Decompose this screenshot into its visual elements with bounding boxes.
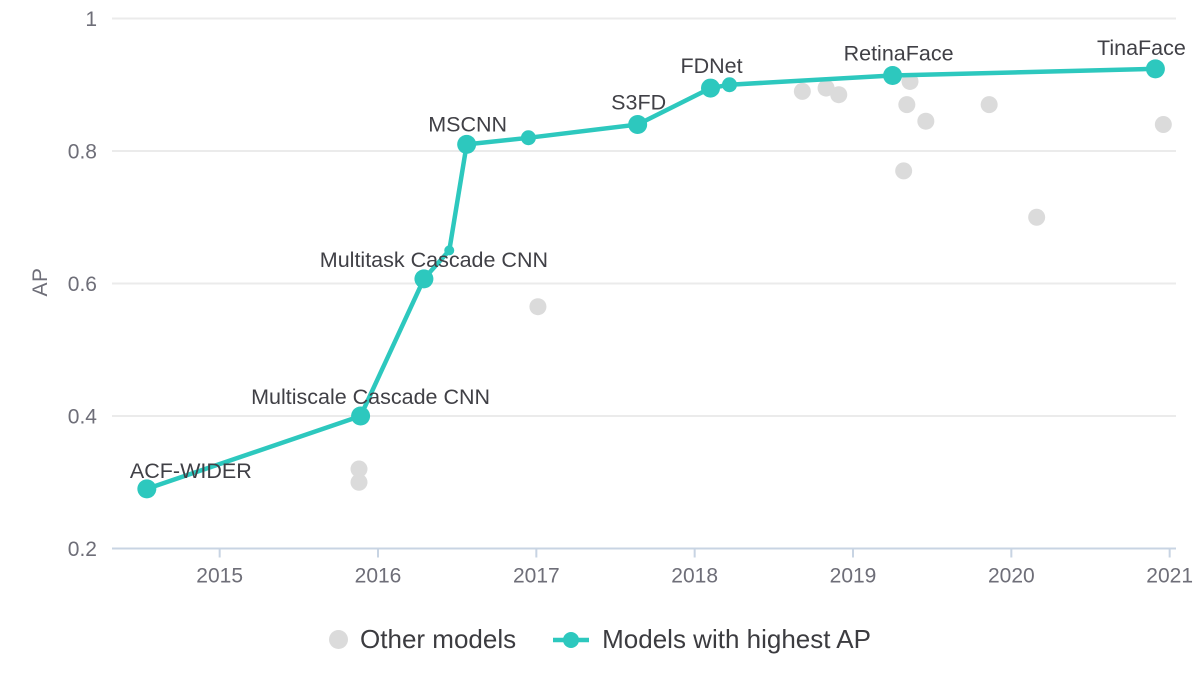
data-point-unlabeled[interactable] bbox=[520, 130, 536, 146]
legend-label-other-models: Other models bbox=[360, 624, 517, 654]
annotation-retinaface: RetinaFace bbox=[844, 41, 954, 65]
x-tick-label-2016: 2016 bbox=[355, 565, 402, 588]
data-point-fdnet[interactable] bbox=[701, 78, 720, 98]
y-tick-label-1: 1 bbox=[85, 8, 97, 31]
data-point-other-model[interactable] bbox=[350, 460, 368, 478]
x-tick-label-2021: 2021 bbox=[1146, 565, 1193, 588]
legend-item-highest-ap[interactable]: Models with highest AP bbox=[552, 624, 871, 655]
x-tick-label-2019: 2019 bbox=[830, 565, 877, 588]
x-tick-label-2015: 2015 bbox=[196, 565, 243, 588]
annotation-tinaface: TinaFace bbox=[1097, 36, 1186, 60]
data-point-s3fd[interactable] bbox=[628, 115, 648, 134]
data-point-mscnn[interactable] bbox=[457, 134, 477, 154]
data-point-other-model[interactable] bbox=[830, 86, 848, 104]
data-point-tinaface[interactable] bbox=[1145, 59, 1165, 79]
data-point-other-model[interactable] bbox=[529, 298, 547, 316]
data-point-other-model[interactable] bbox=[980, 96, 998, 114]
x-tick-label-2018: 2018 bbox=[671, 565, 718, 588]
data-point-retinaface[interactable] bbox=[883, 65, 903, 85]
data-point-acf-wider[interactable] bbox=[137, 479, 157, 499]
y-axis-title: AP bbox=[29, 267, 52, 297]
chart-legend: Other models Models with highest AP bbox=[0, 624, 1200, 655]
x-tick-label-2020: 2020 bbox=[988, 565, 1035, 588]
data-point-unlabeled[interactable] bbox=[444, 245, 455, 256]
data-point-other-model[interactable] bbox=[917, 112, 935, 130]
other-models-marker-icon bbox=[329, 630, 349, 649]
data-point-other-model[interactable] bbox=[817, 79, 835, 97]
annotation-multitask-cascade-cnn: Multitask Cascade CNN bbox=[320, 248, 548, 272]
highest-ap-line bbox=[144, 66, 1158, 492]
y-tick-label-0.6: 0.6 bbox=[68, 273, 97, 296]
y-tick-label-0.8: 0.8 bbox=[68, 141, 97, 164]
chart-canvas: 2015 2016 2017 2018 2019 2020 2021 0.2 0.4 0.6 0.8… bbox=[68, 8, 1193, 588]
data-point-multitask-cascade-cnn[interactable] bbox=[414, 269, 434, 289]
y-tick-label-0.2: 0.2 bbox=[68, 538, 97, 561]
legend-label-highest-ap: Models with highest AP bbox=[602, 624, 871, 654]
legend-item-other-models[interactable]: Other models bbox=[329, 624, 516, 655]
data-point-unlabeled[interactable] bbox=[722, 77, 737, 93]
data-point-multiscale-cascade-cnn[interactable] bbox=[351, 406, 371, 426]
annotation-s3fd: S3FD bbox=[611, 91, 666, 115]
annotation-acf-wider: ACF-WIDER bbox=[130, 459, 252, 483]
data-point-other-model[interactable] bbox=[1028, 208, 1046, 226]
data-point-other-model[interactable] bbox=[1154, 116, 1172, 133]
annotation-multiscale-cascade-cnn: Multiscale Cascade CNN bbox=[251, 385, 490, 409]
data-point-other-model[interactable] bbox=[350, 473, 368, 491]
annotation-mscnn: MSCNN bbox=[428, 112, 507, 136]
highest-ap-marker-icon bbox=[553, 631, 590, 648]
y-tick-label-0.4: 0.4 bbox=[68, 406, 98, 429]
data-point-other-model[interactable] bbox=[898, 96, 916, 114]
x-tick-label-2017: 2017 bbox=[513, 565, 560, 588]
data-point-other-model[interactable] bbox=[793, 82, 811, 100]
data-point-other-model[interactable] bbox=[895, 162, 913, 180]
annotation-fdnet: FDNet bbox=[680, 54, 742, 78]
